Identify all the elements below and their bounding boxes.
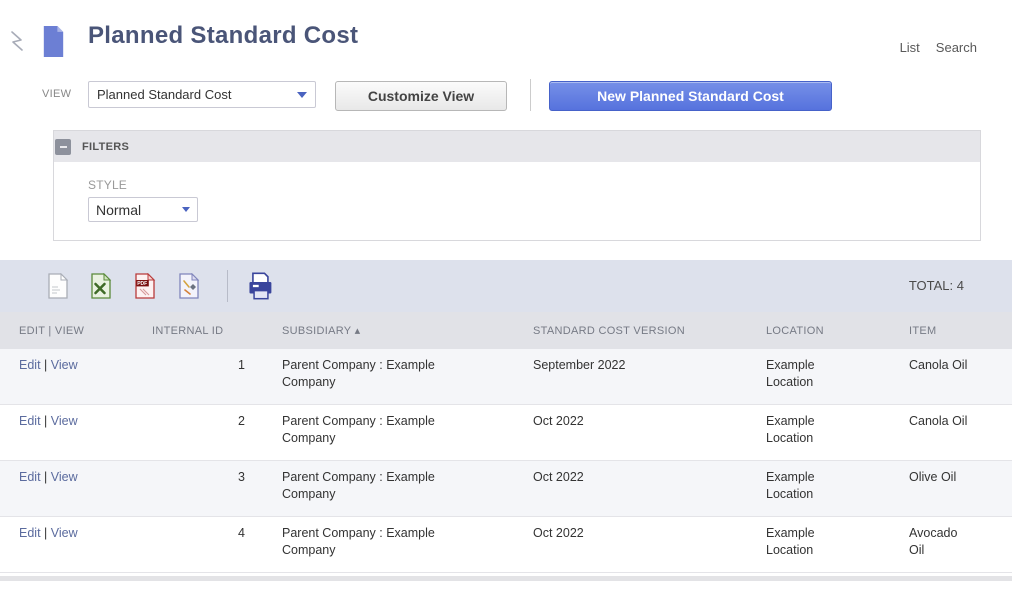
svg-text:PDF: PDF: [137, 281, 147, 287]
